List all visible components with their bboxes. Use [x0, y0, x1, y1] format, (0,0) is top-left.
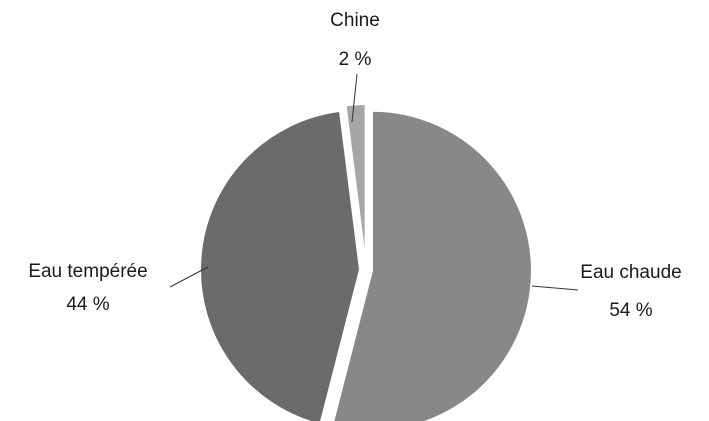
slice-eau-chaude [332, 109, 533, 421]
slice-eau-temperee [199, 109, 362, 421]
slice-label-eau-temperee: Eau tempérée [28, 261, 147, 282]
slice-label-eau-chaude: Eau chaude [580, 262, 681, 283]
slice-chine [344, 103, 367, 265]
slice-value-eau-chaude: 54 % [609, 300, 652, 321]
pie-slices [199, 103, 533, 421]
slice-labels: Eau chaude 54 % Eau tempérée 44 % Chine 2 % [28, 10, 681, 321]
leader-line-eau-temperee [169, 266, 209, 288]
slice-label-chine: Chine [330, 10, 380, 31]
leader-lines [169, 73, 579, 291]
slice-value-chine: 2 % [339, 49, 372, 70]
leader-line-chine [351, 73, 358, 123]
leader-line-eau-chaude [531, 285, 579, 291]
slice-value-eau-temperee: 44 % [66, 294, 109, 315]
